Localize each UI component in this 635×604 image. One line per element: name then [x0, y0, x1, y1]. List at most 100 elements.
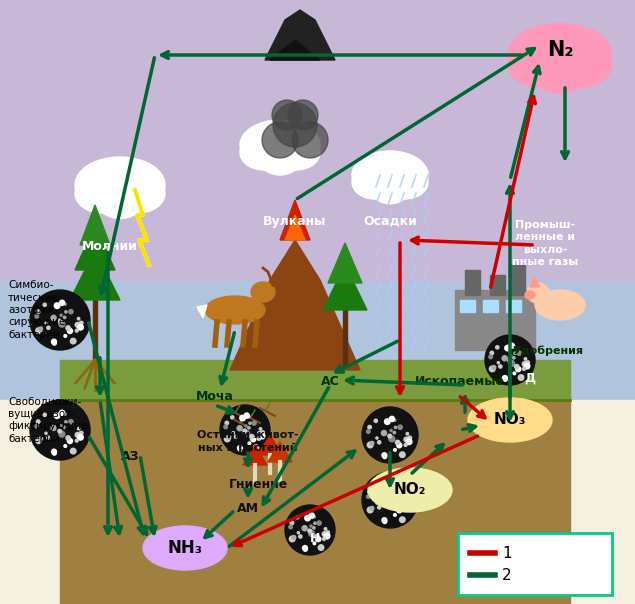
- Circle shape: [77, 318, 80, 320]
- Ellipse shape: [272, 135, 320, 170]
- Polygon shape: [265, 10, 335, 60]
- Circle shape: [39, 437, 43, 441]
- Ellipse shape: [240, 135, 288, 170]
- Circle shape: [398, 490, 403, 494]
- Bar: [483, 300, 498, 312]
- Bar: [60, 360, 570, 400]
- Text: NO₃: NO₃: [494, 413, 526, 428]
- Circle shape: [45, 432, 47, 434]
- Circle shape: [378, 441, 381, 444]
- Circle shape: [382, 495, 387, 501]
- Ellipse shape: [75, 157, 165, 213]
- Circle shape: [55, 303, 60, 309]
- Circle shape: [232, 432, 234, 434]
- Circle shape: [388, 499, 392, 503]
- Circle shape: [362, 407, 418, 463]
- Circle shape: [314, 535, 319, 539]
- Ellipse shape: [98, 185, 142, 219]
- Circle shape: [383, 455, 387, 458]
- Circle shape: [39, 327, 43, 331]
- Polygon shape: [93, 300, 97, 360]
- Ellipse shape: [527, 283, 549, 303]
- Circle shape: [367, 507, 373, 513]
- Text: 2: 2: [502, 568, 512, 582]
- Circle shape: [58, 429, 62, 433]
- Circle shape: [394, 491, 397, 493]
- Circle shape: [248, 426, 250, 429]
- Text: N₂: N₂: [547, 40, 573, 60]
- Text: Гниение: Гниение: [229, 478, 288, 491]
- Bar: [490, 275, 505, 295]
- Ellipse shape: [368, 468, 452, 512]
- Circle shape: [79, 321, 83, 325]
- Circle shape: [261, 431, 264, 434]
- Ellipse shape: [508, 42, 570, 87]
- Bar: [460, 300, 475, 312]
- Circle shape: [490, 352, 493, 355]
- Circle shape: [36, 310, 40, 313]
- Text: Промыш-
ленные и
выхло-
пные газы: Промыш- ленные и выхло- пные газы: [512, 220, 578, 267]
- Circle shape: [64, 413, 66, 416]
- Ellipse shape: [534, 55, 586, 94]
- Circle shape: [362, 472, 418, 528]
- Circle shape: [30, 400, 90, 460]
- Circle shape: [272, 100, 302, 130]
- Polygon shape: [243, 445, 267, 465]
- Circle shape: [404, 509, 407, 512]
- FancyBboxPatch shape: [458, 533, 612, 595]
- Circle shape: [523, 367, 525, 370]
- Circle shape: [396, 440, 400, 445]
- Circle shape: [508, 359, 512, 363]
- Circle shape: [324, 533, 330, 539]
- Polygon shape: [285, 215, 305, 240]
- Circle shape: [64, 445, 67, 448]
- Circle shape: [389, 436, 395, 442]
- Circle shape: [394, 513, 396, 516]
- Ellipse shape: [111, 174, 165, 213]
- Text: АЗ: АЗ: [121, 450, 139, 463]
- Circle shape: [245, 425, 247, 427]
- Ellipse shape: [382, 165, 428, 199]
- Circle shape: [367, 442, 373, 448]
- Circle shape: [502, 376, 507, 381]
- Ellipse shape: [352, 165, 398, 199]
- Ellipse shape: [508, 23, 612, 87]
- Circle shape: [406, 504, 412, 510]
- Circle shape: [298, 535, 302, 538]
- Circle shape: [35, 425, 39, 428]
- Circle shape: [289, 525, 292, 528]
- Circle shape: [370, 506, 374, 510]
- Polygon shape: [70, 250, 120, 300]
- Circle shape: [259, 433, 265, 439]
- Circle shape: [59, 321, 65, 327]
- Polygon shape: [328, 243, 362, 283]
- Circle shape: [317, 521, 321, 525]
- Text: Симбио-
тические
азотфик-
сирующие
бактерии: Симбио- тические азотфик- сирующие бакте…: [8, 280, 65, 340]
- Circle shape: [505, 345, 511, 351]
- Circle shape: [66, 435, 70, 440]
- Polygon shape: [75, 225, 115, 270]
- Circle shape: [376, 502, 378, 504]
- Circle shape: [60, 300, 65, 306]
- Circle shape: [383, 519, 387, 524]
- Circle shape: [53, 451, 57, 455]
- Circle shape: [509, 361, 514, 367]
- Circle shape: [522, 362, 527, 367]
- Circle shape: [394, 426, 397, 429]
- Circle shape: [366, 495, 370, 498]
- Circle shape: [390, 429, 392, 432]
- Ellipse shape: [535, 290, 585, 320]
- Circle shape: [514, 364, 519, 369]
- Bar: [0, 0, 635, 420]
- Text: NO₂: NO₂: [394, 483, 426, 498]
- Circle shape: [47, 436, 50, 440]
- Circle shape: [67, 329, 72, 333]
- Circle shape: [66, 326, 70, 330]
- Circle shape: [240, 416, 245, 421]
- Circle shape: [322, 532, 327, 536]
- Circle shape: [393, 431, 396, 434]
- Circle shape: [313, 542, 316, 545]
- Circle shape: [374, 419, 377, 422]
- Circle shape: [510, 355, 512, 357]
- Circle shape: [43, 303, 46, 306]
